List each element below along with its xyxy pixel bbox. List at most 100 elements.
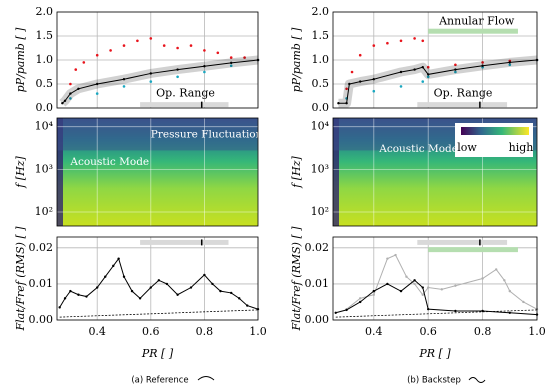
- y-tick-label: 1.0: [36, 53, 54, 66]
- point: [508, 311, 511, 314]
- point: [238, 297, 241, 300]
- range-bar: [140, 239, 229, 245]
- point: [58, 306, 61, 309]
- point: [69, 97, 72, 100]
- point: [399, 85, 403, 88]
- point: [399, 70, 403, 74]
- point: [104, 275, 107, 278]
- point: [95, 53, 99, 57]
- axes-frame: [332, 117, 538, 227]
- point: [405, 275, 408, 278]
- y-tick-label: 0.02: [305, 241, 330, 254]
- point: [96, 82, 99, 86]
- point: [69, 82, 72, 86]
- x-tick-label: 0.6: [419, 325, 437, 338]
- annotation: Acoustic Mode: [69, 156, 149, 168]
- point: [74, 68, 78, 71]
- y-tick-label: 1.0: [312, 53, 330, 66]
- point: [162, 44, 166, 47]
- y-axis-label: f [Hz]: [290, 156, 303, 189]
- x-axis-label: PR [ ]: [141, 347, 174, 360]
- range-bar: [428, 247, 518, 253]
- x-tick-label: 0.6: [142, 325, 160, 338]
- point: [386, 257, 389, 260]
- point: [149, 80, 153, 83]
- point: [372, 289, 375, 293]
- x-tick-label: 0.4: [88, 325, 106, 338]
- range-bar: [140, 102, 229, 108]
- line: [335, 309, 538, 318]
- colorbar-label: high: [509, 141, 534, 154]
- point: [454, 284, 457, 287]
- range-bar: [417, 239, 508, 245]
- point: [149, 286, 152, 289]
- x-axis-label: PR [ ]: [418, 347, 451, 360]
- point: [345, 87, 348, 91]
- point: [211, 282, 214, 286]
- point: [359, 80, 362, 83]
- point: [427, 286, 430, 289]
- point: [61, 102, 64, 105]
- icon: [197, 376, 215, 381]
- axes-frame: [332, 11, 538, 109]
- y-tick-label: 0.5: [312, 77, 330, 90]
- point: [503, 279, 506, 282]
- colorbar-label: low: [457, 141, 477, 154]
- point: [372, 44, 376, 47]
- point: [508, 289, 511, 293]
- point: [122, 85, 126, 88]
- point: [69, 289, 72, 293]
- x-tick-label: 1.0: [528, 325, 546, 338]
- point: [149, 37, 153, 40]
- point: [109, 49, 112, 52]
- y-tick-label: 0.02: [29, 241, 54, 254]
- y-tick-label: 10³: [311, 162, 329, 175]
- point: [229, 56, 233, 59]
- line: [59, 257, 259, 310]
- point: [176, 68, 179, 71]
- y-axis-label: pP/pamb [ ]: [14, 27, 27, 93]
- point: [426, 65, 430, 69]
- point: [421, 80, 425, 83]
- y-tick-label: 0.0: [312, 101, 330, 114]
- point: [350, 70, 354, 74]
- spectrogram-edge: [333, 118, 339, 226]
- x-tick-label: 0.8: [474, 325, 492, 338]
- point: [413, 68, 416, 71]
- point: [481, 61, 484, 64]
- range-label: Annular Flow: [438, 15, 515, 28]
- point: [165, 282, 169, 286]
- y-tick-label: 1.5: [312, 29, 330, 42]
- point: [358, 53, 362, 57]
- point: [230, 61, 233, 65]
- y-tick-label: 0.5: [36, 77, 54, 90]
- point: [63, 297, 67, 300]
- y-tick-label: 2.0: [36, 5, 54, 18]
- axes-frame: [56, 236, 259, 321]
- x-tick-label: 0.8: [196, 325, 214, 338]
- point: [203, 49, 206, 52]
- annotation: Acoustic Mode: [378, 143, 458, 155]
- point: [122, 78, 126, 81]
- y-tick-label: 0.01: [29, 277, 54, 290]
- point: [386, 41, 389, 45]
- range-bar: [417, 102, 508, 108]
- point: [454, 309, 457, 313]
- point: [63, 99, 67, 103]
- point: [359, 297, 362, 300]
- point: [117, 257, 120, 260]
- point: [96, 286, 99, 289]
- point: [372, 293, 375, 296]
- point: [203, 65, 206, 68]
- point: [481, 277, 484, 280]
- point: [77, 293, 80, 296]
- x-tick-label: 1.0: [249, 325, 267, 338]
- point: [399, 289, 403, 293]
- point: [413, 282, 416, 286]
- point: [440, 288, 443, 291]
- point: [421, 293, 424, 296]
- y-tick-label: 10³: [35, 162, 53, 175]
- y-axis-label: pP/pamb [ ]: [290, 27, 303, 93]
- point: [189, 44, 193, 47]
